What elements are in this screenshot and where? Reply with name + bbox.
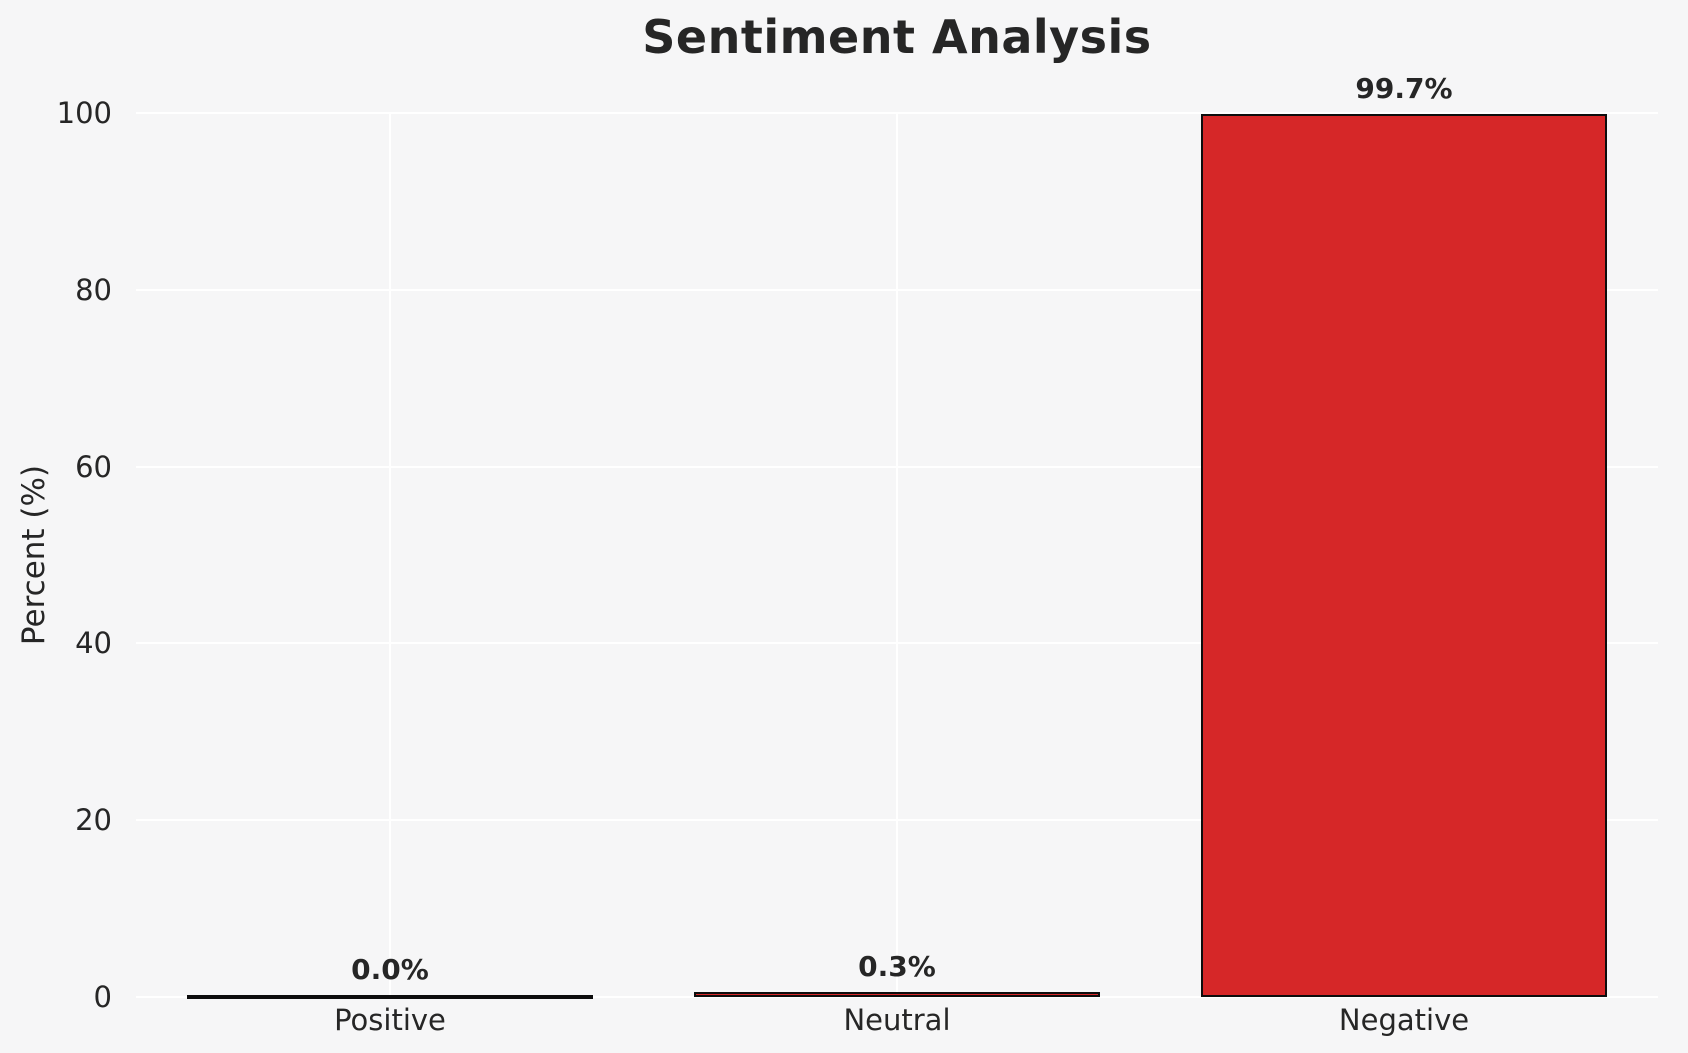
x-tick-label-negative: Negative	[1338, 1003, 1470, 1037]
bar-value-label-neutral: 0.3%	[858, 950, 936, 984]
y-tick-label-100: 100	[56, 96, 112, 130]
x-tick-label-neutral: Neutral	[843, 1003, 951, 1037]
y-tick-label-40: 40	[75, 626, 112, 661]
y-tick-label-20: 20	[75, 803, 112, 838]
y-tick-label-0: 0	[93, 980, 112, 1014]
bar-positive	[187, 995, 593, 999]
y-tick-label-60: 60	[75, 449, 112, 484]
y-tick-label-80: 80	[75, 272, 112, 307]
bar-negative	[1201, 113, 1607, 997]
bar-value-label-positive: 0.0%	[351, 953, 429, 986]
y-axis-label: Percent (%)	[16, 464, 52, 646]
gridline-x-positive	[388, 113, 391, 997]
bar-value-label-negative: 99.7%	[1355, 71, 1453, 105]
bar-neutral	[694, 992, 1100, 997]
plot-area: 0.0% 0.3% 99.7%	[136, 72, 1658, 999]
x-tick-label-positive: Positive	[334, 1003, 446, 1037]
gridline-x-neutral	[896, 113, 898, 997]
gridline-y-0	[136, 996, 1658, 998]
chart-title: Sentiment Analysis	[642, 10, 1152, 64]
